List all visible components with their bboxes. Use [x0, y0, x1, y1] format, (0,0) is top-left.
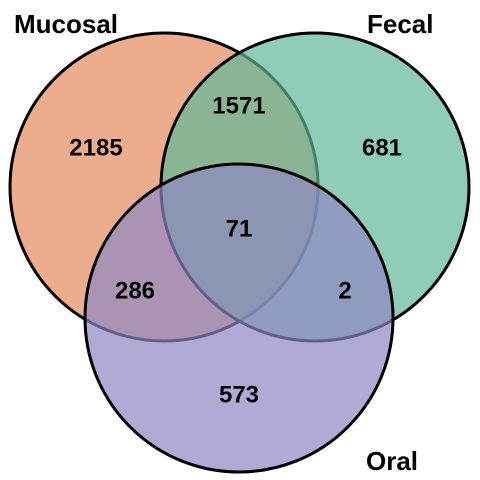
fecal-oral-count: 2	[338, 277, 351, 304]
oral-circle	[83, 162, 395, 474]
fecal-only-count: 681	[362, 134, 402, 161]
all-three-count: 71	[226, 215, 253, 242]
mucosal-fecal-count: 1571	[212, 92, 265, 119]
fecal-set-label: Fecal	[367, 9, 434, 39]
oral-only-count: 573	[219, 381, 259, 408]
mucosal-oral-count: 286	[115, 277, 155, 304]
mucosal-only-count: 2185	[69, 134, 122, 161]
mucosal-set-label: Mucosal	[14, 9, 118, 39]
oral-set-label: Oral	[366, 446, 418, 476]
